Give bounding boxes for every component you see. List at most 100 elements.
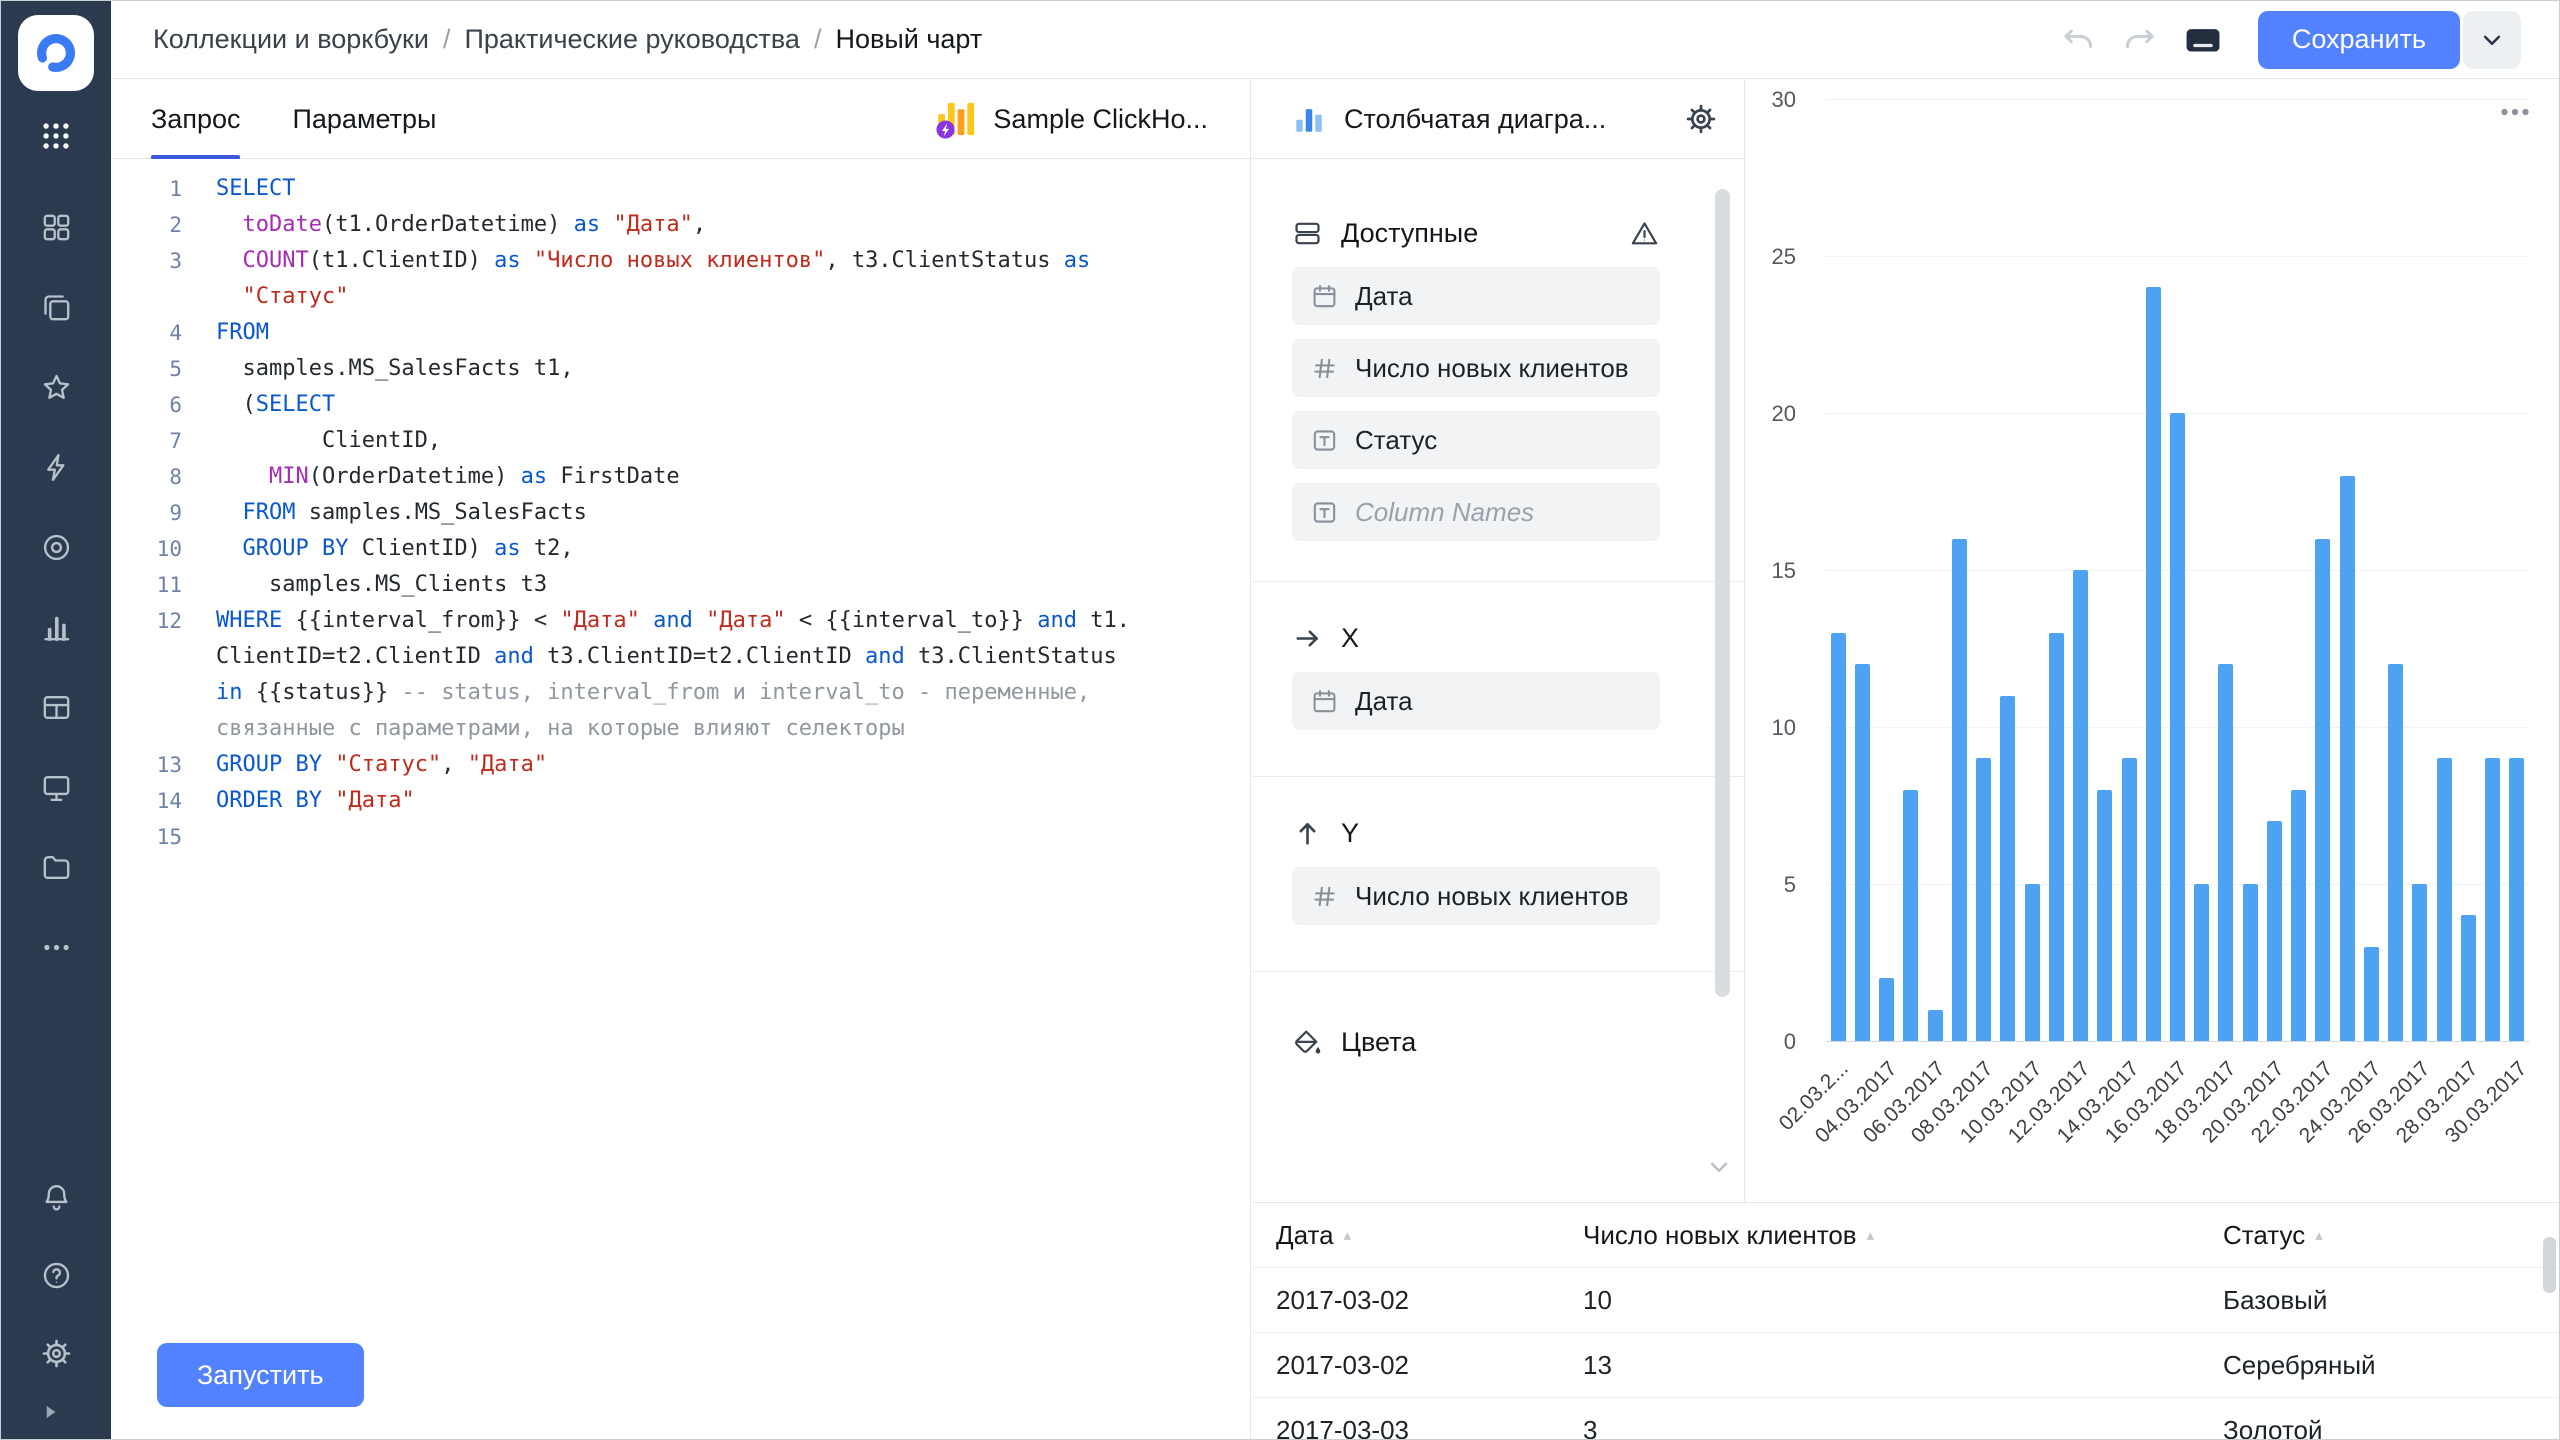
sidebar-bottom	[28, 1147, 84, 1381]
editor-tabs: Запрос Параметры Sample ClickHo...	[111, 80, 1250, 159]
tab-parameters[interactable]: Параметры	[292, 80, 436, 158]
field-chip-label: Дата	[1355, 281, 1413, 312]
chart-bar	[2122, 758, 2137, 1041]
table-header-row: Дата▴Число новых клиентов▴Статус▴	[1252, 1203, 2559, 1268]
field-chip[interactable]: Дата	[1292, 672, 1660, 730]
datalens-logo-icon[interactable]	[18, 15, 94, 91]
table-cell: Базовый	[2199, 1285, 2559, 1316]
code-row: 10 GROUP BY ClientID) as t2,	[111, 531, 1250, 567]
field-chip[interactable]: Column Names	[1292, 483, 1660, 541]
table-cell: 2017-03-03	[1252, 1415, 1559, 1440]
keyboard-icon[interactable]	[2182, 19, 2224, 61]
code-row: связанные с параметрами, на которые влия…	[111, 711, 1250, 747]
code-row: 13GROUP BY "Статус", "Дата"	[111, 747, 1250, 783]
expand-sidebar-icon[interactable]	[1, 1381, 111, 1439]
column-header[interactable]: Статус▴	[2199, 1220, 2559, 1251]
line-number: 9	[111, 495, 216, 531]
line-number: 11	[111, 567, 216, 603]
collections-icon[interactable]	[28, 279, 84, 335]
code-line-text: FROM samples.MS_SalesFacts	[216, 495, 587, 531]
bell-icon[interactable]	[28, 1169, 84, 1225]
help-icon[interactable]	[28, 1247, 84, 1303]
line-number	[111, 639, 216, 675]
bar-chart-type-icon	[1292, 102, 1326, 136]
scrollbar-thumb[interactable]	[1715, 189, 1730, 997]
line-number: 7	[111, 423, 216, 459]
table-cell: Золотой	[2199, 1415, 2559, 1440]
code-line-text: WHERE {{interval_from}} < "Дата" and "Да…	[216, 603, 1130, 639]
save-options-button[interactable]	[2463, 11, 2521, 69]
warning-icon[interactable]	[1629, 218, 1660, 249]
dataset-fields-icon	[1292, 218, 1323, 249]
gridline	[1826, 99, 2529, 100]
breadcrumb-item[interactable]: Коллекции и воркбуки	[153, 24, 429, 55]
bar-chart-icon[interactable]	[28, 599, 84, 655]
y-tick-label: 30	[1746, 87, 1796, 113]
table-icon[interactable]	[28, 679, 84, 735]
lightning-icon[interactable]	[28, 439, 84, 495]
code-row: 2 toDate(t1.OrderDatetime) as "Дата",	[111, 207, 1250, 243]
code-line-text: COUNT(t1.ClientID) as "Число новых клиен…	[216, 243, 1090, 279]
save-button[interactable]: Сохранить	[2258, 11, 2460, 69]
topbar-actions: Сохранить	[2060, 11, 2521, 69]
redo-icon[interactable]	[2121, 21, 2158, 58]
hash-field-icon	[1310, 882, 1339, 911]
apps-grid-icon[interactable]	[39, 119, 73, 153]
sort-icon: ▴	[1867, 1226, 1875, 1244]
y-section-title: Y	[1341, 818, 1359, 849]
code-line-text: GROUP BY ClientID) as t2,	[216, 531, 574, 567]
line-number	[111, 711, 216, 747]
column-header[interactable]: Дата▴	[1252, 1220, 1559, 1251]
line-number: 8	[111, 459, 216, 495]
chart-bar	[1928, 1010, 1943, 1041]
dataset-icon	[935, 98, 977, 140]
column-header[interactable]: Число новых клиентов▴	[1559, 1220, 2199, 1251]
tab-query[interactable]: Запрос	[151, 80, 240, 158]
code-line-text: ORDER BY "Дата"	[216, 783, 415, 819]
undo-icon[interactable]	[2060, 21, 2097, 58]
chevron-down-icon[interactable]	[1704, 1152, 1734, 1182]
table-cell: 2017-03-02	[1252, 1285, 1559, 1316]
code-line-text: GROUP BY "Статус", "Дата"	[216, 747, 547, 783]
field-chip[interactable]: Статус	[1292, 411, 1660, 469]
field-chip[interactable]: Дата	[1292, 267, 1660, 325]
ellipsis-icon[interactable]	[28, 919, 84, 975]
line-number: 14	[111, 783, 216, 819]
dashboard-icon[interactable]	[28, 199, 84, 255]
chart-bar	[1831, 633, 1846, 1041]
code-row: ClientID=t2.ClientID and t3.ClientID=t2.…	[111, 639, 1250, 675]
code-row: 5 samples.MS_SalesFacts t1,	[111, 351, 1250, 387]
calendar-field-icon	[1310, 282, 1339, 311]
dataset-name: Sample ClickHo...	[993, 104, 1208, 135]
table-cell: 10	[1559, 1285, 2199, 1316]
breadcrumb-separator: /	[814, 24, 822, 55]
scrollbar-thumb[interactable]	[2543, 1237, 2556, 1293]
gear-icon[interactable]	[28, 1325, 84, 1381]
folder-icon[interactable]	[28, 839, 84, 895]
gridline	[1826, 1041, 2529, 1042]
column-header-label: Дата	[1276, 1220, 1334, 1251]
table-cell: 3	[1559, 1415, 2199, 1440]
monitor-icon[interactable]	[28, 759, 84, 815]
available-fields-section: Доступные Дата Число новых клиентов Статус…	[1252, 159, 1744, 541]
code-row: 15	[111, 819, 1250, 855]
star-icon[interactable]	[28, 359, 84, 415]
dataset-selector[interactable]: Sample ClickHo...	[935, 98, 1208, 140]
breadcrumb-item[interactable]: Практические руководства	[464, 24, 799, 55]
run-button[interactable]: Запустить	[157, 1343, 364, 1407]
code-editor[interactable]: 1SELECT2 toDate(t1.OrderDatetime) as "Да…	[111, 159, 1250, 855]
field-chip[interactable]: Число новых клиентов	[1292, 339, 1660, 397]
field-chip[interactable]: Число новых клиентов	[1292, 867, 1660, 925]
breadcrumb: Коллекции и воркбуки / Практические руково…	[153, 24, 982, 55]
chart-bar	[2340, 476, 2355, 1041]
chart-type-selector[interactable]: Столбчатая диагра...	[1344, 104, 1666, 135]
code-row: 8 MIN(OrderDatetime) as FirstDate	[111, 459, 1250, 495]
colors-section-title: Цвета	[1341, 1027, 1416, 1058]
chart-bar	[2073, 570, 2088, 1041]
gear-icon[interactable]	[1684, 102, 1718, 136]
chart-bar	[2388, 664, 2403, 1041]
available-title: Доступные	[1341, 218, 1478, 249]
code-row: 11 samples.MS_Clients t3	[111, 567, 1250, 603]
table-row: 2017-03-033Золотой	[1252, 1398, 2559, 1439]
record-icon[interactable]	[28, 519, 84, 575]
